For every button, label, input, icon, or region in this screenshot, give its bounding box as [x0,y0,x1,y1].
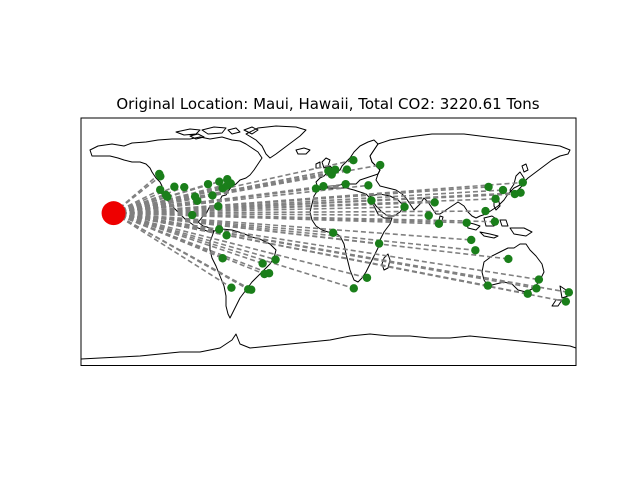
destination-marker [170,182,179,191]
coastline-iceland [295,147,311,155]
destination-marker [156,172,165,181]
destination-marker [163,192,172,201]
route-line [113,212,270,274]
destination-marker [203,179,213,189]
route-line [113,212,472,241]
destination-marker [341,179,350,189]
destination-marker [319,182,328,191]
destination-marker [342,165,352,174]
route-line [113,212,355,290]
destination-marker [481,206,490,216]
route-line [113,212,566,303]
destination-marker [430,198,439,207]
route-line [113,210,486,214]
route-line [113,181,523,214]
route-line [113,212,569,294]
flight-routes [113,159,569,303]
coastline-antarctica [80,333,577,360]
destination-marker [400,202,409,212]
destination-marker [490,217,500,226]
destination-marker [331,165,340,174]
origin-marker [101,201,126,226]
route-line [113,212,368,279]
destination-marker [534,275,544,284]
coastline-north-america [89,136,263,233]
destination-marker [222,231,231,240]
map-area [80,117,577,366]
destination-marker [218,254,227,263]
destination-marker [227,283,236,292]
destination-marker [362,273,372,282]
route-line [113,159,354,214]
destination-marker [156,185,165,194]
destination-marker [193,196,202,205]
destination-marker [523,289,532,298]
destination-marker [364,181,373,190]
destination-marker [208,191,217,200]
destination-marker [328,228,338,238]
destination-marker [518,178,527,187]
destination-marker [491,194,500,204]
destination-marker [214,225,224,234]
coastline-greenland [245,125,307,159]
destination-marker [510,189,520,199]
destination-marker [264,269,274,278]
coastline-asia [369,133,571,219]
destination-marker [504,254,513,264]
destination-marker [434,219,444,228]
route-line [113,212,252,291]
destination-marker [498,185,508,195]
destination-marker [424,211,433,220]
destination-marker [532,284,541,293]
destination-marker [349,156,358,165]
route-line [113,187,317,214]
route-line [113,193,515,214]
coastline-arctic-islands [175,126,259,140]
route-line [113,212,232,289]
route-line [113,212,476,252]
destination-markers [155,156,574,306]
destination-marker [180,182,189,192]
destination-marker [484,182,493,192]
destination-marker [467,235,476,245]
destination-marker [223,174,232,184]
destination-marker [471,246,480,255]
coastline-arabia [369,193,405,217]
coastline-madagascar [381,253,391,271]
destination-marker [271,255,280,264]
destination-marker [564,288,574,297]
origin-marker-group [101,201,126,226]
destination-marker [367,196,376,205]
destination-marker [349,284,358,293]
destination-marker [374,239,384,248]
route-line [113,212,509,260]
route-line [113,186,489,214]
destination-marker [214,202,223,211]
destination-marker [483,281,493,290]
destination-marker [561,297,571,306]
map-title: Original Location: Maui, Hawaii, Total C… [116,95,539,113]
map-frame [80,117,577,366]
map-background [81,118,576,366]
destination-marker [462,218,471,227]
destination-marker [188,210,197,220]
route-line [113,199,198,214]
destination-marker [376,160,385,170]
destination-marker [258,259,267,268]
destination-marker [247,285,256,294]
destination-marker [215,177,224,186]
destination-marker [311,184,321,193]
route-line [113,212,439,225]
